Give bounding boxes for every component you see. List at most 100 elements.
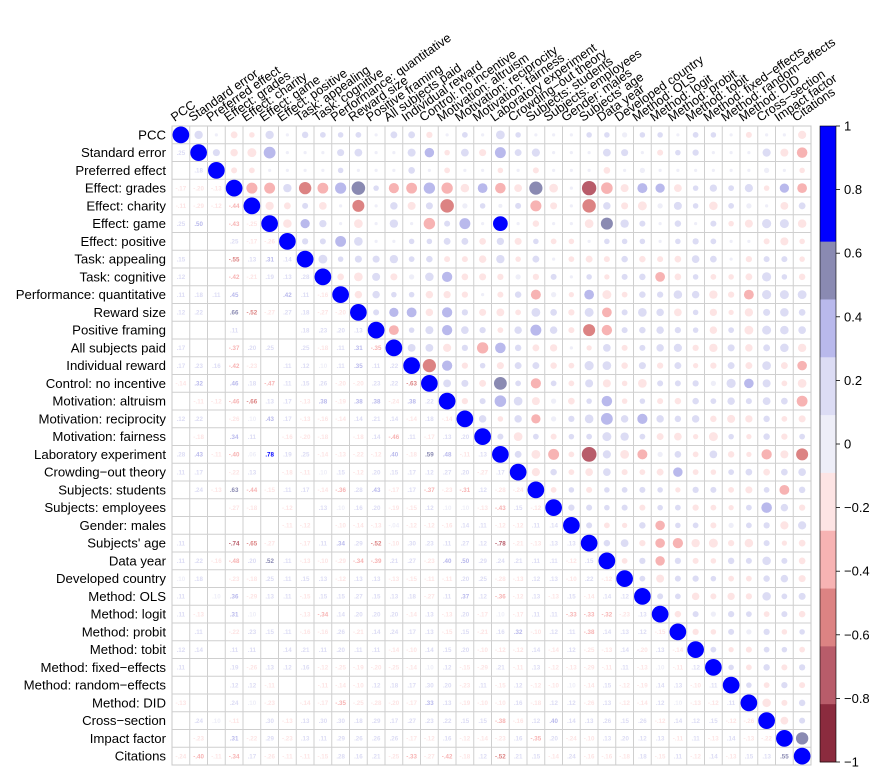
row-label: Gender: males (80, 518, 167, 533)
legend-color-band (820, 126, 836, 185)
correlation-value-label: .22 (194, 558, 203, 565)
correlation-circle (586, 522, 593, 529)
correlation-value-label: .30 (407, 540, 416, 547)
correlation-value-label: -.14 (584, 682, 595, 689)
correlation-circle (494, 395, 507, 407)
correlation-circle (762, 325, 772, 335)
correlation-value-label: -.14 (353, 523, 364, 530)
correlation-value-label: .12 (478, 594, 487, 601)
correlation-value-label: -.15 (460, 665, 471, 672)
correlation-value-label: .11 (177, 594, 186, 601)
correlation-value-label: .13 (656, 736, 665, 743)
correlation-value-label: .24 (194, 487, 203, 494)
correlation-value-label: -.29 (335, 558, 346, 565)
correlation-value-label: .11 (407, 434, 416, 441)
correlation-value-label: .22 (194, 310, 203, 317)
correlation-value-label: -.25 (584, 647, 595, 654)
correlation-circle (587, 168, 591, 172)
correlation-circle (762, 219, 772, 229)
correlation-value-label: .38 (319, 398, 328, 405)
correlation-circle (532, 273, 539, 280)
correlation-value-label: .24 (194, 718, 203, 725)
correlation-circle (710, 132, 717, 138)
correlation-value-label: .38 (354, 398, 363, 405)
correlation-circle (441, 360, 453, 371)
correlation-value-label: -.11 (673, 665, 684, 672)
correlation-circle (639, 167, 646, 174)
correlation-circle (728, 185, 735, 192)
correlation-circle (745, 557, 752, 564)
diagonal-circle (740, 694, 758, 712)
correlation-circle (657, 132, 663, 138)
correlation-value-label: -.23 (247, 363, 258, 370)
correlation-value-label: .13 (762, 753, 771, 760)
correlation-circle (692, 238, 699, 245)
correlation-circle (530, 289, 541, 300)
correlation-circle (672, 537, 684, 549)
correlation-circle (728, 646, 734, 653)
correlation-value-label: .14 (603, 594, 612, 601)
correlation-circle (656, 326, 664, 334)
correlation-circle (406, 307, 417, 318)
row-label: Effect: positive (80, 234, 166, 249)
correlation-circle (621, 309, 628, 316)
correlation-circle (762, 290, 772, 300)
correlation-circle (797, 290, 807, 300)
correlation-value-label: .16 (443, 736, 452, 743)
correlation-circle (656, 574, 665, 583)
correlation-value-label: .20 (248, 345, 257, 352)
correlation-value-label: -.43 (495, 505, 506, 512)
correlation-value-label: -.34 (353, 558, 364, 565)
correlation-circle (763, 256, 770, 263)
correlation-value-label: .25 (478, 576, 487, 583)
correlation-circle (443, 290, 451, 299)
correlation-value-label: -.12 (513, 647, 524, 654)
legend-tick-label: −0.2 (844, 500, 870, 515)
correlation-value-label: -.11 (193, 398, 204, 405)
correlation-circle (763, 646, 770, 653)
correlation-value-label: .15 (745, 753, 754, 760)
correlation-value-label: -.17 (406, 700, 417, 707)
correlation-circle (391, 291, 397, 298)
correlation-circle (603, 522, 610, 529)
correlation-value-label: .10 (567, 682, 576, 689)
correlation-circle (568, 327, 575, 334)
correlation-circle (440, 199, 454, 213)
correlation-value-label: -.13 (442, 611, 453, 618)
row-label: Task: appealing (74, 252, 166, 267)
legend-tick-label: 0.6 (844, 246, 862, 261)
correlation-circle (319, 131, 326, 138)
correlation-circle (515, 309, 522, 316)
correlation-circle (372, 290, 380, 299)
correlation-value-label: .28 (301, 274, 310, 281)
correlation-circle (709, 326, 718, 334)
diagonal-circle (705, 659, 722, 676)
row-label: Effect: charity (86, 198, 166, 213)
correlation-value-label: .11 (301, 292, 310, 299)
correlation-circle (780, 716, 789, 725)
correlation-value-label: .16 (514, 736, 523, 743)
correlation-value-label: -.11 (211, 452, 222, 459)
correlation-circle (708, 432, 718, 442)
correlation-circle (782, 168, 786, 172)
correlation-circle (780, 148, 789, 157)
correlation-circle (444, 167, 451, 174)
correlation-circle (799, 664, 806, 671)
correlation-circle (744, 219, 753, 228)
correlation-circle (692, 185, 699, 191)
correlation-circle (745, 522, 752, 529)
correlation-value-label: .12 (177, 416, 186, 423)
correlation-circle (374, 168, 378, 172)
correlation-circle (674, 397, 682, 405)
correlation-value-label: -.10 (477, 647, 488, 654)
correlation-value-label: .11 (532, 611, 541, 618)
correlation-circle (657, 362, 664, 369)
row-label: All subjects paid (71, 340, 166, 355)
correlation-circle (549, 344, 558, 352)
correlation-value-label: -.21 (353, 629, 364, 636)
correlation-circle (302, 202, 309, 209)
correlation-value-label: -.33 (566, 611, 577, 618)
correlation-value-label: .26 (336, 629, 345, 636)
correlation-circle (249, 132, 255, 138)
correlation-value-label: .13 (603, 700, 612, 707)
